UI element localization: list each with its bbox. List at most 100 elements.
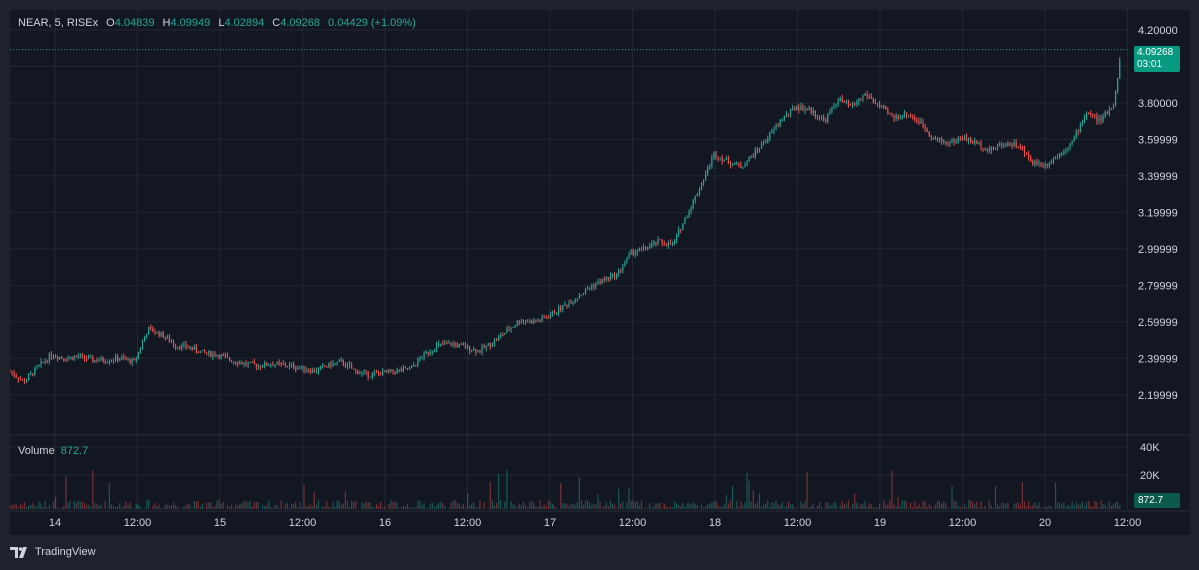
volume-bar: [812, 504, 814, 509]
volume-label[interactable]: Volume: [18, 445, 55, 457]
volume-bar: [868, 502, 870, 509]
candle-body: [249, 361, 251, 364]
candle-body: [1077, 131, 1079, 133]
volume-bar: [616, 508, 618, 509]
volume-bar: [1098, 507, 1100, 509]
volume-bar: [288, 507, 291, 509]
candle-body: [1069, 143, 1071, 148]
candle-body: [580, 295, 583, 297]
volume-bar: [572, 503, 574, 509]
candle-body: [849, 104, 852, 106]
volume-bar: [1094, 500, 1096, 509]
candle-body: [928, 131, 930, 136]
volume-bar: [953, 500, 955, 509]
volume-bar: [789, 503, 792, 509]
volume-bar: [574, 504, 576, 509]
volume-bar: [831, 505, 833, 509]
candle-body: [125, 358, 127, 360]
candle-body: [127, 358, 129, 360]
candle-body: [1054, 156, 1057, 159]
candle-body: [943, 141, 945, 143]
volume-bar: [96, 503, 98, 509]
volume-bar: [866, 506, 868, 509]
candle-body: [976, 140, 978, 144]
candle-body: [862, 95, 864, 99]
candle-body: [934, 137, 937, 139]
volume-bar: [204, 508, 206, 509]
candle-body: [158, 331, 160, 336]
candle-body: [79, 354, 81, 357]
volume-bar: [187, 503, 189, 509]
candle-body: [1100, 118, 1102, 122]
tradingview-icon: [10, 546, 27, 558]
candle-body: [700, 183, 703, 191]
candle-body: [119, 359, 121, 361]
candle-body: [44, 360, 46, 362]
candle-body: [216, 355, 218, 357]
volume-bar: [1110, 505, 1113, 509]
candle-body: [818, 117, 821, 119]
volume-bar: [201, 503, 204, 509]
volume-value: 872.7: [60, 445, 89, 457]
candle-body: [1104, 112, 1106, 117]
candle-body: [491, 344, 493, 347]
candle-body: [562, 305, 564, 311]
candle-body: [237, 363, 239, 365]
volume-bar: [226, 505, 228, 509]
volume-bar: [295, 501, 297, 509]
candle-body: [462, 344, 465, 346]
candle-body: [914, 117, 916, 121]
candle-body: [574, 299, 576, 302]
volume-bar: [479, 500, 481, 509]
candle-body: [408, 368, 411, 370]
volume-bar: [483, 502, 485, 509]
volume-bar: [676, 503, 678, 509]
volume-bar: [309, 504, 311, 509]
volume-bar: [79, 501, 81, 509]
candle-body: [282, 363, 284, 365]
volume-bar: [131, 508, 133, 509]
candle-body: [69, 356, 71, 359]
tradingview-logo[interactable]: TradingView: [10, 546, 96, 558]
candle-body: [40, 361, 42, 365]
candle-body: [736, 162, 738, 164]
volume-bar: [684, 507, 686, 509]
candle-body: [348, 364, 351, 366]
candle-body: [961, 138, 963, 140]
candle-body: [423, 352, 425, 359]
candle-body: [193, 346, 195, 350]
candle-body: [752, 156, 754, 158]
volume-bar: [83, 503, 86, 509]
candle-body: [587, 288, 589, 290]
close-label: C: [272, 17, 281, 29]
candle-body: [833, 105, 835, 107]
candle-body: [148, 327, 150, 335]
volume-bar: [129, 502, 131, 509]
volume-bar: [1077, 504, 1079, 509]
candle-body: [301, 365, 303, 368]
candle-body: [916, 120, 918, 122]
volume-bar: [727, 503, 730, 509]
volume-bar: [715, 500, 717, 509]
candle-body: [342, 359, 344, 365]
candle-body: [175, 345, 177, 348]
candle-body: [353, 368, 355, 370]
volume-bar: [177, 506, 179, 509]
chart-canvas[interactable]: 4.200004.000003.800003.599993.399993.199…: [10, 10, 1190, 535]
candle-body: [537, 320, 539, 322]
volume-bar: [264, 505, 266, 509]
volume-bar: [545, 506, 547, 509]
volume-bar: [1038, 502, 1040, 509]
symbol-label[interactable]: NEAR, 5, RISEx: [18, 17, 99, 29]
candle-body: [918, 120, 920, 124]
volume-bar: [723, 504, 725, 509]
volume-bar: [183, 506, 185, 509]
chart-area[interactable]: 4.200004.000003.800003.599993.399993.199…: [10, 10, 1190, 535]
volume-bar: [918, 504, 920, 509]
volume-bar: [123, 505, 125, 509]
candle-body: [475, 348, 477, 353]
volume-bar: [1057, 502, 1059, 509]
volume-bar: [377, 505, 380, 509]
volume-bar: [435, 504, 438, 509]
x-tick-label: 18: [709, 517, 721, 529]
